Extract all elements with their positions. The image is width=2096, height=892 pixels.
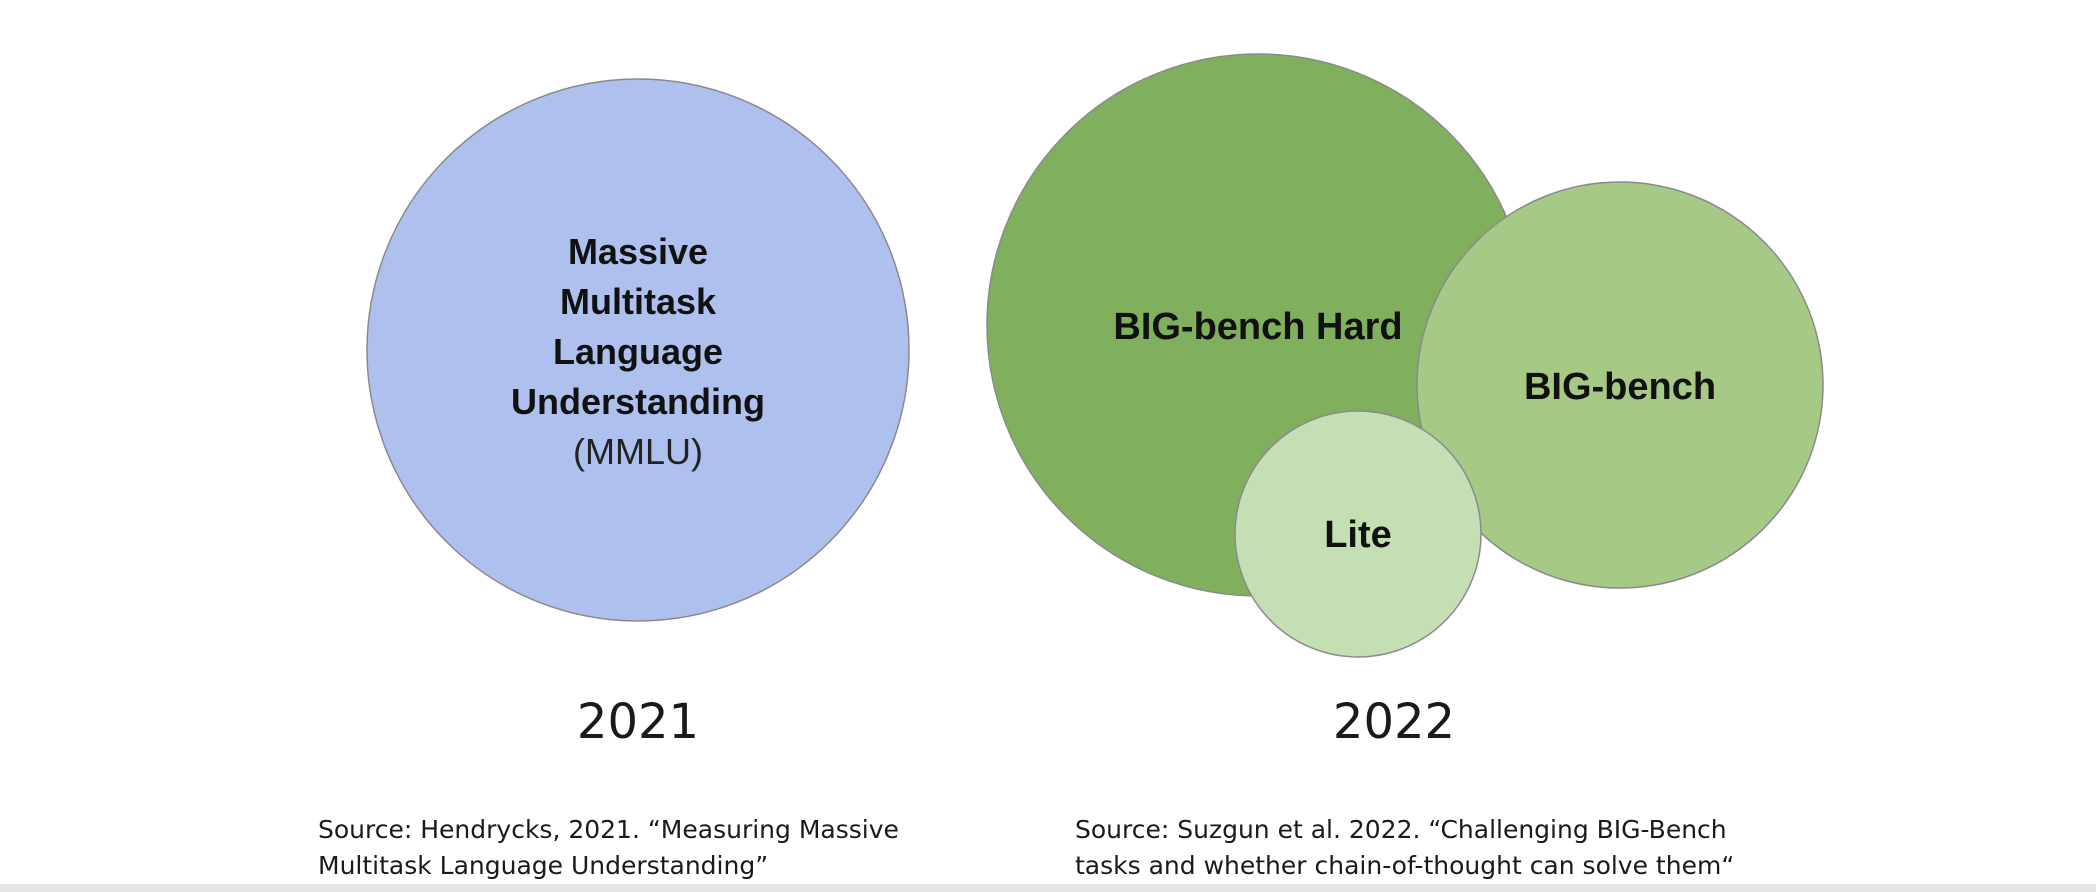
mmlu-label-line-1: Massive [568,231,708,272]
lite-label: Lite [1324,514,1392,556]
mmlu-abbrev: (MMLU) [573,431,703,472]
mmlu-source: Source: Hendrycks, 2021. “Measuring Mass… [318,812,899,884]
mmlu-label-line-3: Language [553,331,723,372]
mmlu-source-line-2: Multitask Language Understanding” [318,851,769,880]
year-2021: 2021 [576,694,700,750]
big-bench-hard-label: BIG-bench Hard [1113,306,1402,348]
mmlu-source-line-1: Source: Hendrycks, 2021. “Measuring Mass… [318,815,899,844]
year-2022: 2022 [1332,694,1456,750]
big-bench-source-line-2: tasks and whether chain-of-thought can s… [1075,851,1735,880]
big-bench-source: Source: Suzgun et al. 2022. “Challenging… [1075,812,1734,884]
bottom-strip [0,884,2096,892]
big-bench-label: BIG-bench [1524,366,1716,408]
big-bench-circle [1416,181,1824,589]
mmlu-label-line-2: Multitask [560,281,717,322]
mmlu-circle [366,78,910,622]
lite-circle [1234,410,1482,658]
big-bench-source-line-1: Source: Suzgun et al. 2022. “Challenging… [1075,815,1727,844]
mmlu-label-line-4: Understanding [511,381,765,422]
